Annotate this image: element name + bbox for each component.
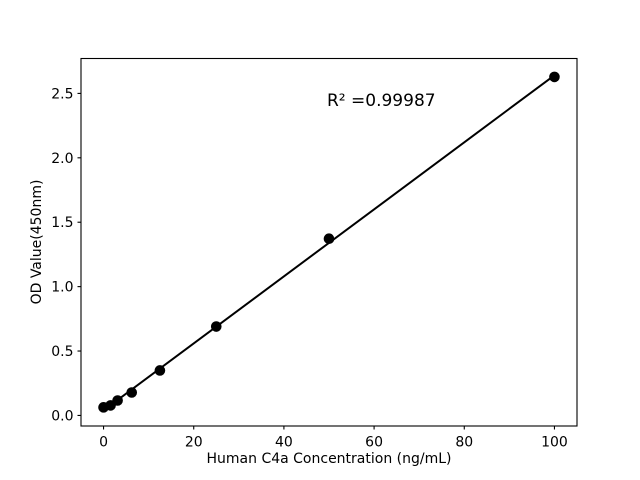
x-tick-label: 20 <box>185 435 203 451</box>
x-tick-label: 60 <box>365 435 383 451</box>
x-tick-label: 0 <box>99 435 108 451</box>
y-tick-label: 1.0 <box>51 280 73 296</box>
plot-frame <box>80 57 578 427</box>
x-axis-label: Human C4a Concentration (ng/mL) <box>206 451 452 467</box>
data-point <box>210 321 222 332</box>
x-tick-label: 100 <box>541 435 568 451</box>
y-tick-label: 0.5 <box>51 344 73 360</box>
y-tick-label: 2.0 <box>51 151 73 167</box>
data-point <box>126 387 138 398</box>
y-axis-label: OD Value(450nm) <box>29 179 45 305</box>
r-squared-annotation: R² =0.99987 <box>327 91 436 111</box>
y-tick-label: 0.0 <box>51 408 73 424</box>
y-tick-label: 2.5 <box>51 86 73 102</box>
data-point <box>549 71 560 83</box>
y-tick-label: 1.5 <box>51 215 73 231</box>
x-tick-label: 40 <box>275 435 293 451</box>
data-point <box>323 233 335 245</box>
x-tick-label: 80 <box>455 435 473 451</box>
data-point <box>112 395 123 406</box>
data-point <box>154 365 166 376</box>
